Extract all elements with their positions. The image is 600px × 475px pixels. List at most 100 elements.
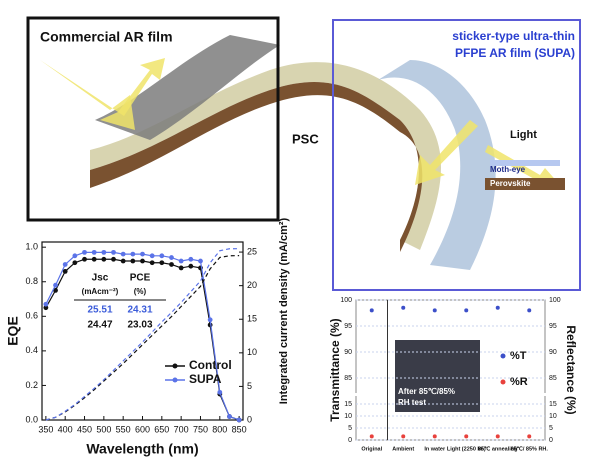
y-tick-label: 10 bbox=[344, 413, 352, 420]
y2-axis-title: Reflectance (%) bbox=[564, 325, 578, 414]
marker bbox=[82, 256, 87, 262]
marker bbox=[236, 417, 242, 423]
marker bbox=[43, 305, 49, 311]
point bbox=[401, 305, 406, 310]
supa-film bbox=[378, 60, 496, 270]
perovskite-layer bbox=[485, 178, 565, 190]
y-tick-label: 0.8 bbox=[25, 276, 38, 286]
label: PFPE AR film (SUPA) bbox=[455, 46, 575, 60]
table-header: (mAcm⁻²) bbox=[82, 287, 119, 296]
y2-axis-title: Integrated current density (mA/cm²) bbox=[278, 217, 290, 404]
marker bbox=[227, 414, 232, 419]
y2-tick-label: 95 bbox=[549, 323, 557, 330]
x-tick-label: In water bbox=[424, 446, 446, 452]
left-frame bbox=[26, 16, 280, 222]
ar-film bbox=[95, 35, 280, 140]
point bbox=[495, 434, 500, 439]
table-cell: 24.31 bbox=[127, 305, 152, 316]
plot-frame bbox=[355, 299, 546, 441]
y-tick-label: 0.6 bbox=[25, 311, 38, 321]
legend-label: %T bbox=[510, 350, 527, 362]
point bbox=[527, 308, 532, 313]
y2-tick-label: 10 bbox=[549, 413, 557, 420]
x-tick-label: 750 bbox=[193, 424, 208, 434]
marker bbox=[188, 256, 194, 262]
marker bbox=[178, 265, 184, 271]
marker bbox=[120, 251, 126, 257]
marker bbox=[72, 260, 78, 266]
light-arrow bbox=[415, 120, 478, 185]
x-tick-label: Original bbox=[361, 446, 382, 452]
legend-marker bbox=[172, 377, 178, 383]
y2-tick-label: 15 bbox=[549, 401, 557, 408]
marker bbox=[130, 258, 136, 264]
inset-text: RH test bbox=[398, 398, 426, 407]
legend-marker bbox=[500, 379, 506, 385]
point bbox=[369, 308, 374, 313]
marker bbox=[169, 262, 174, 267]
marker bbox=[111, 249, 116, 255]
x-tick-label: Light (2250 lm) bbox=[447, 446, 486, 452]
y-axis-title: Transmittance (%) bbox=[328, 318, 342, 421]
marker bbox=[120, 258, 126, 264]
y-tick-label: 1.0 bbox=[25, 242, 38, 252]
x-tick-label: 450 bbox=[77, 424, 92, 434]
y2-tick-label: 0 bbox=[247, 414, 252, 424]
point bbox=[401, 434, 406, 439]
marker bbox=[188, 263, 194, 269]
marker bbox=[169, 255, 174, 260]
x-tick-label: 350 bbox=[38, 424, 53, 434]
legend-label: %R bbox=[510, 376, 528, 388]
legend-label: Control bbox=[189, 358, 232, 372]
y-tick-label: 0 bbox=[348, 437, 352, 444]
x-axis-title: Wavelength (nm) bbox=[86, 441, 198, 457]
plot-frame bbox=[41, 241, 244, 421]
table-cell: 25.51 bbox=[87, 305, 112, 316]
point bbox=[527, 434, 532, 439]
marker bbox=[53, 287, 58, 293]
marker bbox=[178, 258, 184, 264]
series-line bbox=[45, 255, 240, 421]
marker bbox=[91, 249, 97, 255]
x-tick-label: 550 bbox=[116, 424, 131, 434]
y-axis-title: EQE bbox=[5, 316, 21, 346]
x-tick-label: 850 bbox=[232, 424, 247, 434]
y2-tick-label: 90 bbox=[549, 349, 557, 356]
table-header: Jsc bbox=[92, 273, 109, 284]
series-line bbox=[45, 248, 240, 421]
marker bbox=[62, 262, 68, 267]
marker bbox=[111, 256, 116, 262]
inset-text: After 85℃/85% bbox=[398, 387, 455, 396]
point bbox=[495, 305, 500, 310]
label: Light bbox=[510, 129, 537, 141]
y-tick-label: 0.4 bbox=[25, 345, 38, 355]
marker bbox=[149, 253, 155, 259]
right-frame bbox=[332, 19, 581, 291]
legend-label: SUPA bbox=[189, 372, 222, 386]
y-tick-label: 15 bbox=[344, 401, 352, 408]
y2-tick-label: 20 bbox=[247, 280, 257, 290]
marker bbox=[149, 260, 155, 266]
marker bbox=[101, 249, 107, 255]
y-tick-label: 0.2 bbox=[25, 380, 38, 390]
y2-tick-label: 85 bbox=[549, 375, 557, 382]
marker bbox=[43, 301, 49, 307]
y-tick-label: 100 bbox=[340, 297, 352, 304]
y-tick-label: 90 bbox=[344, 349, 352, 356]
point bbox=[432, 434, 437, 439]
marker bbox=[101, 256, 107, 262]
x-tick-label: 700 bbox=[174, 424, 189, 434]
label: PSC bbox=[292, 131, 319, 146]
marker bbox=[62, 268, 68, 274]
legend-marker bbox=[500, 353, 506, 359]
y-tick-label: 0.0 bbox=[25, 414, 38, 424]
marker bbox=[217, 389, 223, 395]
marker bbox=[130, 251, 136, 257]
y-tick-label: 5 bbox=[348, 425, 352, 432]
marker bbox=[207, 317, 213, 323]
point bbox=[369, 434, 374, 439]
y2-tick-label: 100 bbox=[549, 297, 561, 304]
y2-tick-label: 5 bbox=[247, 381, 252, 391]
legend-marker bbox=[172, 363, 178, 369]
